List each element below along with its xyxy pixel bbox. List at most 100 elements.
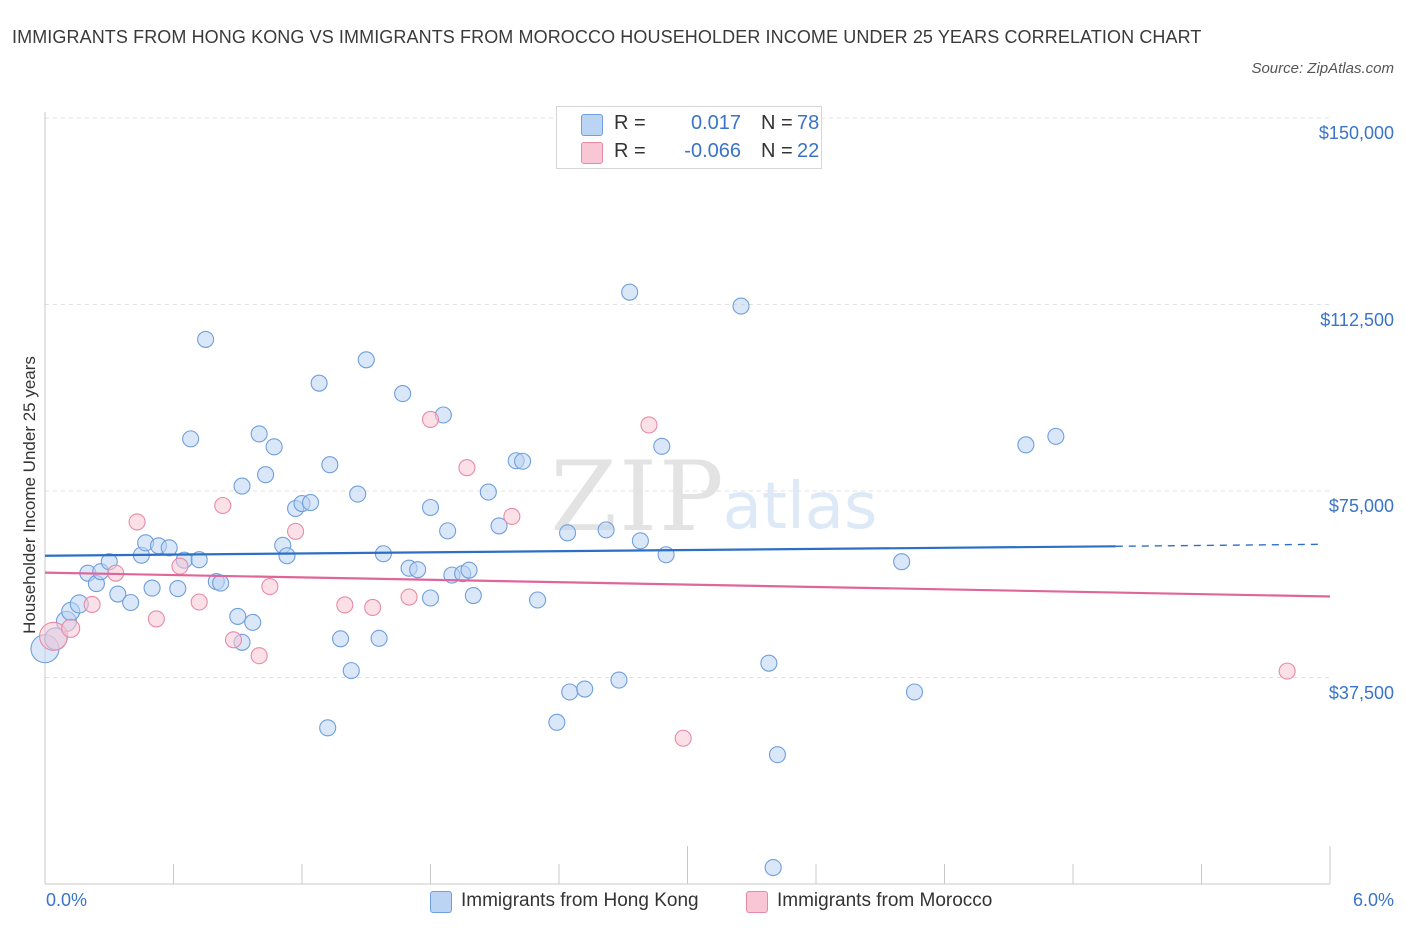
morocco-legend-swatch — [746, 891, 768, 913]
morocco-point — [421, 410, 440, 429]
hong-kong-point — [610, 671, 628, 689]
hong-kong-points — [30, 283, 1065, 877]
chart-title: IMMIGRANTS FROM HONG KONG VS IMMIGRANTS … — [12, 27, 1202, 47]
morocco-legend-label: Immigrants from Morocco — [777, 890, 993, 911]
r-value: 0.017 — [690, 112, 741, 134]
hong-kong-point — [576, 680, 594, 698]
n-label: N = — [761, 140, 793, 162]
hong-kong-trend-extension — [1115, 543, 1324, 547]
morocco-point — [674, 729, 692, 747]
hong-kong-point — [514, 452, 532, 470]
hong-kong-point — [421, 589, 440, 607]
hong-kong-point — [244, 613, 262, 631]
hong-kong-point — [490, 517, 508, 535]
hong-kong-point — [621, 283, 639, 301]
morocco-point — [250, 647, 268, 665]
hong-kong-point — [479, 483, 497, 501]
hong-kong-point — [409, 561, 427, 579]
r-label: R = — [614, 140, 646, 162]
hong-kong-point — [349, 485, 367, 503]
hong-kong-point — [464, 586, 482, 605]
y-tick-label: $75,000 — [1328, 496, 1394, 516]
hong-kong-point — [631, 532, 649, 550]
source-credit: Source: ZipAtlas.com — [1251, 60, 1394, 77]
hong-kong-point — [370, 629, 388, 647]
morocco-point — [503, 507, 521, 525]
n-label: N = — [761, 112, 793, 134]
hong-kong-point — [212, 574, 230, 592]
hong-kong-point — [439, 522, 457, 540]
morocco-point — [171, 557, 189, 575]
morocco-point — [147, 610, 165, 628]
hong-kong-point — [561, 683, 579, 701]
morocco-point — [287, 522, 305, 540]
morocco-point — [364, 598, 382, 617]
morocco-point — [83, 595, 101, 614]
axes — [44, 112, 1331, 885]
hong-kong-point — [732, 297, 750, 315]
hong-kong-point — [421, 498, 440, 517]
morocco-point — [61, 618, 81, 638]
y-tick-label: $37,500 — [1328, 682, 1394, 703]
morocco-point — [1278, 662, 1296, 680]
watermark-atlas: atlas — [723, 470, 878, 544]
hong-kong-point — [394, 385, 412, 403]
morocco-point — [224, 631, 243, 649]
hong-kong-point — [1047, 427, 1065, 445]
morocco-point — [261, 578, 279, 596]
hong-kong-point — [229, 607, 247, 625]
hong-kong-point — [768, 746, 787, 764]
hong-kong-swatch — [581, 114, 603, 136]
hong-kong-point — [197, 330, 215, 348]
hong-kong-point — [143, 579, 161, 597]
hong-kong-point — [1017, 436, 1035, 454]
morocco-point — [336, 596, 354, 614]
correlation-legend: R = 0.017 N = 78 R = -0.066 N = 22 — [556, 106, 822, 169]
x-tick-min: 0.0% — [46, 890, 88, 910]
y-tick-label: $112,500 — [1320, 309, 1394, 330]
hong-kong-point — [233, 477, 251, 495]
hong-kong-point — [257, 466, 275, 484]
hong-kong-point — [250, 425, 268, 443]
r-label: R = — [614, 112, 646, 134]
morocco-point — [458, 459, 476, 477]
hong-kong-point — [122, 593, 140, 612]
hong-kong-legend-swatch — [430, 891, 452, 913]
hong-kong-point — [160, 539, 178, 557]
hong-kong-point — [302, 493, 320, 512]
morocco-point — [190, 593, 208, 611]
morocco-trend-line — [44, 571, 1331, 598]
morocco-point — [640, 416, 658, 434]
hong-kong-point — [278, 547, 296, 565]
hong-kong-point — [310, 374, 328, 392]
trend-lines — [44, 543, 1331, 598]
hong-kong-point — [760, 654, 778, 672]
morocco-point — [128, 513, 146, 531]
hong-kong-trend-line — [44, 545, 1116, 557]
hong-kong-point — [548, 713, 566, 731]
morocco-point — [400, 588, 418, 606]
hong-kong-point — [460, 561, 478, 579]
n-value: 78 — [797, 112, 820, 134]
hong-kong-point — [529, 591, 547, 609]
y-tick-label: $150,000 — [1318, 123, 1394, 143]
hong-kong-point — [559, 524, 577, 542]
hong-kong-point — [597, 521, 615, 539]
hong-kong-point — [905, 683, 924, 701]
hong-kong-point — [265, 438, 283, 456]
x-tick-max: 6.0% — [1352, 890, 1394, 910]
hong-kong-point — [321, 456, 339, 474]
hong-kong-point — [764, 859, 782, 877]
hong-kong-legend-label: Immigrants from Hong Kong — [461, 890, 699, 911]
hong-kong-point — [653, 437, 671, 455]
hong-kong-point — [893, 553, 911, 571]
morocco-swatch — [581, 142, 603, 164]
hong-kong-point — [331, 630, 350, 648]
hong-kong-point — [169, 580, 187, 598]
watermark: ZIP atlas — [550, 441, 877, 553]
morocco-points — [39, 410, 1296, 747]
r-value: -0.066 — [684, 140, 741, 162]
hong-kong-point — [182, 430, 200, 448]
hong-kong-point — [342, 662, 360, 680]
